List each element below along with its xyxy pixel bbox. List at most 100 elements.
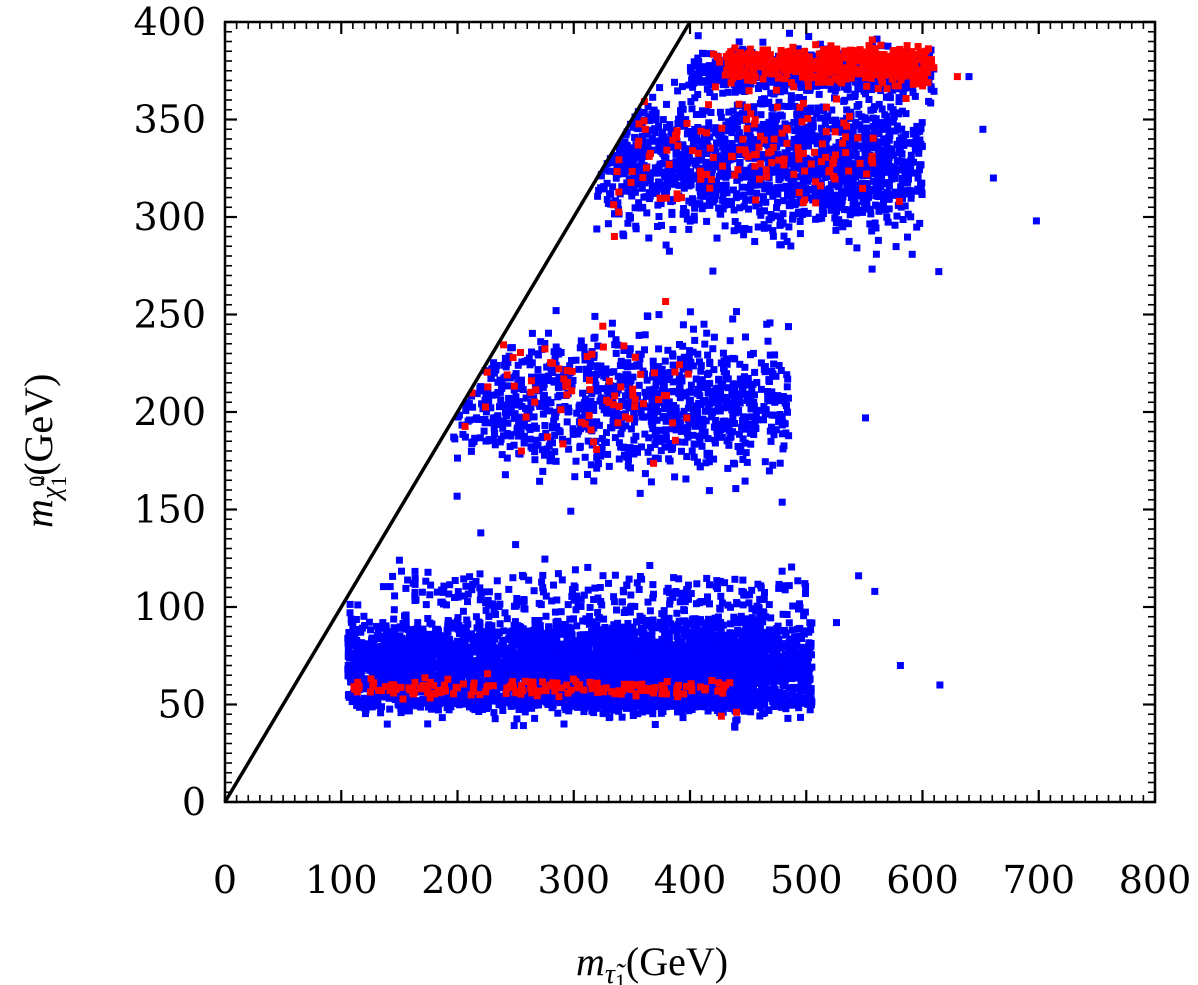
data-point	[748, 614, 756, 622]
data-point	[402, 618, 410, 626]
data-point	[411, 674, 419, 681]
data-point	[454, 593, 462, 601]
data-point	[513, 700, 521, 708]
data-point	[408, 637, 416, 645]
data-point	[692, 375, 700, 383]
data-point	[771, 641, 779, 649]
data-point	[484, 623, 492, 631]
data-point	[475, 639, 483, 647]
data-point	[761, 589, 768, 596]
data-point	[806, 676, 814, 684]
data-point	[597, 638, 605, 646]
data-point	[411, 626, 419, 633]
data-point	[445, 590, 453, 598]
data-point	[772, 694, 780, 702]
data-point	[518, 598, 526, 606]
data-point	[790, 641, 798, 649]
data-point	[460, 592, 468, 600]
data-point	[586, 604, 594, 611]
data-point	[347, 618, 355, 626]
data-point	[378, 703, 385, 711]
data-point	[504, 647, 512, 655]
data-point	[584, 683, 592, 691]
data-point	[537, 697, 545, 705]
data-point	[383, 630, 390, 638]
data-point	[721, 579, 729, 587]
data-point	[706, 689, 714, 697]
data-point	[396, 623, 404, 631]
data-point	[460, 630, 468, 638]
data-point	[653, 658, 661, 666]
data-point	[404, 703, 412, 711]
data-point	[570, 665, 578, 673]
data-point	[609, 634, 617, 641]
data-point	[571, 584, 579, 592]
data-point	[452, 650, 460, 657]
data-point	[489, 689, 497, 697]
data-point	[424, 568, 432, 576]
data-point	[459, 607, 467, 615]
data-point	[482, 606, 490, 614]
data-point	[658, 670, 666, 678]
data-point	[788, 668, 796, 676]
data-point	[649, 581, 657, 589]
data-point	[681, 438, 689, 446]
data-point	[379, 583, 387, 591]
data-point	[796, 600, 803, 608]
data-point	[404, 576, 412, 584]
data-point	[512, 393, 520, 401]
data-point	[808, 619, 816, 627]
data-point	[730, 632, 738, 640]
data-point	[605, 705, 613, 713]
data-point	[552, 633, 560, 641]
data-point	[434, 625, 441, 633]
data-point	[685, 707, 693, 715]
data-point	[602, 365, 610, 373]
data-point	[373, 622, 380, 630]
data-point	[428, 620, 436, 628]
data-point	[721, 641, 729, 649]
data-point	[554, 617, 562, 625]
data-point	[614, 678, 622, 686]
data-point	[696, 669, 704, 676]
data-point	[745, 678, 753, 686]
data-point	[789, 689, 797, 697]
data-point	[462, 582, 470, 590]
data-point	[683, 586, 691, 594]
data-point	[418, 588, 426, 596]
data-point	[563, 648, 571, 656]
data-point	[625, 575, 633, 583]
data-point	[685, 701, 693, 709]
data-point	[538, 578, 546, 586]
data-point	[670, 653, 678, 660]
data-point	[370, 644, 378, 652]
data-point	[680, 705, 688, 713]
data-point	[357, 654, 365, 662]
data-point	[791, 674, 798, 682]
data-point	[797, 668, 804, 675]
data-point	[662, 633, 670, 641]
data-point	[344, 645, 352, 653]
data-point	[430, 705, 438, 713]
data-point	[796, 683, 804, 691]
data-point	[548, 662, 556, 670]
data-point	[478, 650, 485, 658]
data-point	[597, 626, 604, 634]
data-point	[546, 457, 554, 465]
data-point	[774, 675, 782, 683]
data-point	[608, 625, 616, 633]
data-point	[677, 626, 685, 634]
data-point	[672, 588, 680, 595]
data-point	[354, 601, 362, 609]
data-point	[661, 629, 668, 637]
data-point	[363, 640, 371, 648]
data-point	[727, 620, 734, 628]
data-point	[624, 644, 632, 652]
data-point	[592, 672, 600, 680]
data-point	[664, 584, 672, 592]
data-point	[624, 620, 632, 627]
data-point	[564, 437, 572, 445]
data-point	[515, 671, 523, 679]
data-point	[424, 615, 432, 622]
